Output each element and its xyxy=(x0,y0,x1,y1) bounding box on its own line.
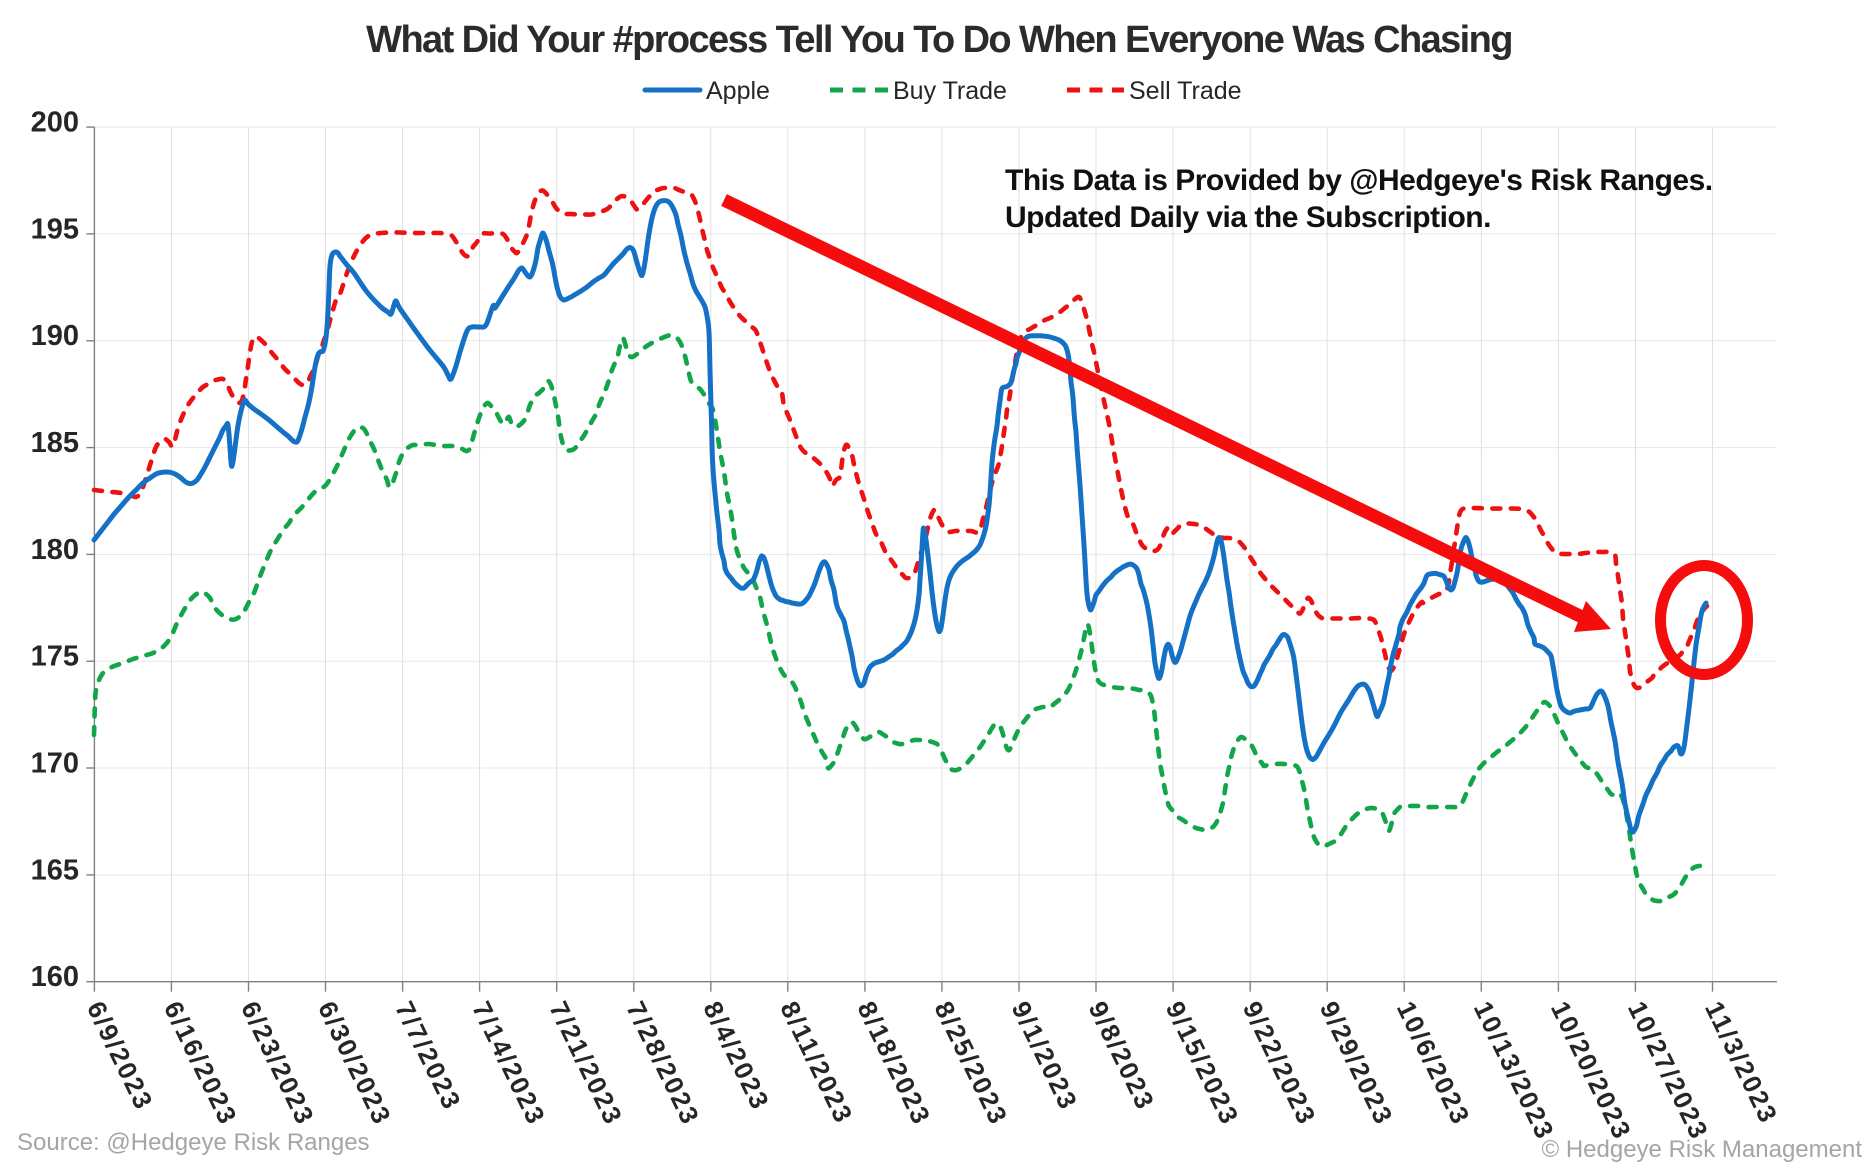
svg-text:What Did Your #process Tell Yo: What Did Your #process Tell You To Do Wh… xyxy=(366,19,1512,61)
svg-text:175: 175 xyxy=(31,641,79,673)
svg-text:Buy Trade: Buy Trade xyxy=(893,77,1007,105)
svg-text:190: 190 xyxy=(31,320,79,352)
svg-text:195: 195 xyxy=(31,213,79,245)
svg-text:165: 165 xyxy=(31,854,79,886)
svg-text:180: 180 xyxy=(31,534,79,566)
svg-text:Apple: Apple xyxy=(706,77,770,105)
svg-text:160: 160 xyxy=(31,961,79,993)
svg-text:185: 185 xyxy=(31,427,79,459)
svg-text:Updated Daily via the Subscrip: Updated Daily via the Subscription. xyxy=(1005,201,1491,234)
svg-text:© Hedgeye Risk Management: © Hedgeye Risk Management xyxy=(1541,1136,1862,1163)
svg-text:Source: @Hedgeye Risk Ranges: Source: @Hedgeye Risk Ranges xyxy=(17,1129,370,1156)
svg-text:170: 170 xyxy=(31,748,79,780)
svg-text:This Data is Provided by @Hedg: This Data is Provided by @Hedgeye's Risk… xyxy=(1005,164,1713,197)
svg-text:Sell Trade: Sell Trade xyxy=(1129,77,1242,105)
svg-text:200: 200 xyxy=(31,107,79,139)
